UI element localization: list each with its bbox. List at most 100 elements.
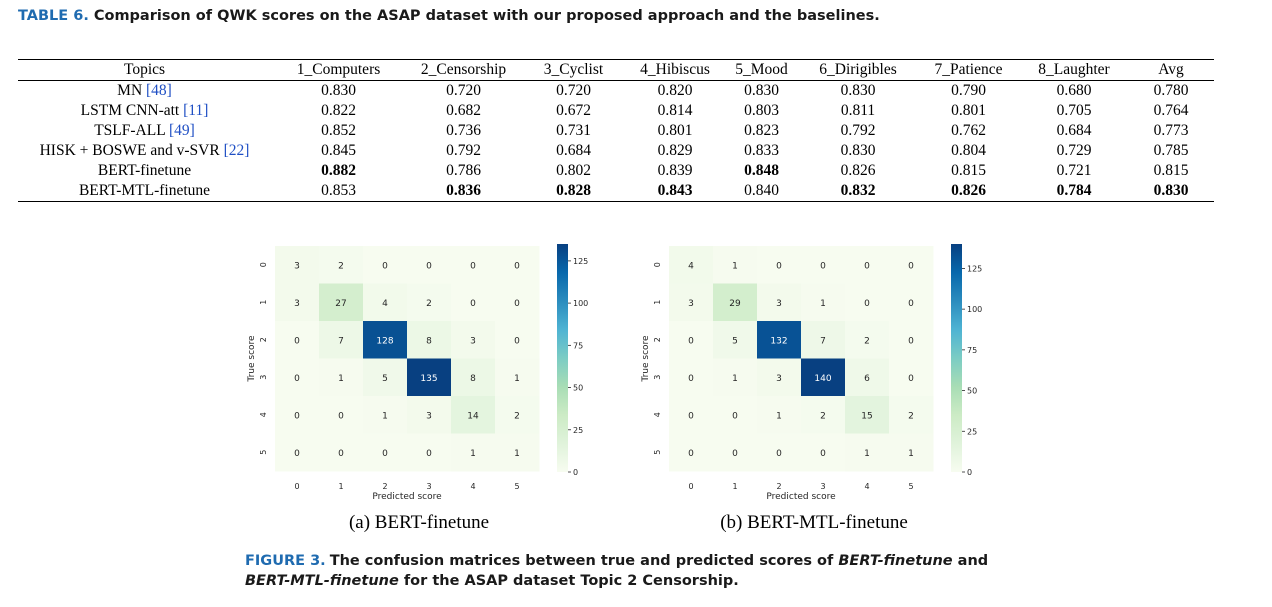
heatmap-cell [319, 358, 364, 397]
score-cell: 0.801 [951, 102, 986, 119]
heatmap-cell [275, 396, 320, 434]
table-row: MN [48] 0.830 0.720 0.720 0.820 0.830 0.830 0.7… [18, 81, 1214, 102]
cell-value-label: 3 [688, 299, 694, 309]
colorbar-tick-label: 75 [573, 341, 583, 350]
score-cell: 0.830 [840, 82, 876, 99]
citation-link[interactable]: [49] [168, 122, 195, 139]
heatmap-cell [669, 433, 714, 472]
colorbar-tick-label: 0 [573, 468, 578, 477]
cell-value-label: 29 [729, 299, 741, 309]
cell-value-label: 1 [732, 261, 738, 271]
y-tick-label: 3 [653, 375, 662, 380]
score-cell: 0.684 [1056, 122, 1092, 139]
heatmap-cell [713, 396, 758, 434]
heatmap-cell [889, 321, 934, 359]
heatmap-cell [363, 283, 408, 322]
cell-value-label: 4 [688, 261, 694, 271]
score-cell: 0.786 [446, 162, 481, 179]
cell-value-label: 0 [294, 374, 300, 384]
cell-value-label: 1 [470, 449, 476, 459]
x-axis-label: Predicted score [766, 492, 836, 502]
citation-link[interactable]: [22] [223, 142, 250, 159]
cell-value-label: 27 [335, 299, 346, 309]
table-row: BERT-finetune 0.882 0.786 0.802 0.839 0.848 0.… [18, 161, 1214, 181]
cell-value-label: 0 [688, 411, 694, 421]
cell-value-label: 3 [776, 299, 782, 309]
method-name: TSLF-ALL [94, 122, 169, 139]
heatmap-cell [451, 321, 496, 359]
cell-value-label: 0 [864, 261, 870, 271]
score-cell: 0.773 [1153, 122, 1189, 139]
cell-value-label: 1 [908, 449, 914, 459]
cell-value-label: 0 [514, 299, 520, 309]
score-cell: 0.721 [1056, 162, 1092, 179]
method-name: BERT-finetune [97, 162, 192, 179]
table-caption-text: Comparison of QWK scores on the ASAP dat… [93, 8, 880, 24]
score-cell: 0.820 [657, 82, 693, 99]
cell-value-label: 128 [376, 336, 393, 346]
citation-link[interactable]: [11] [183, 102, 209, 119]
cell-value-label: 0 [514, 261, 520, 271]
heatmap-cell [319, 283, 364, 322]
heatmap-cell [363, 246, 408, 284]
cell-value-label: 0 [470, 261, 476, 271]
heatmap-cell [363, 358, 408, 397]
heatmap-cell [451, 283, 496, 322]
score-cell: 0.882 [321, 162, 356, 179]
figure-caption-model-name: BERT-finetune [838, 553, 953, 569]
score-cell: 0.826 [840, 162, 876, 179]
heatmap-cell [845, 321, 890, 359]
cell-value-label: 6 [864, 374, 870, 384]
heatmap-cell [669, 358, 714, 397]
cell-value-label: 8 [426, 336, 432, 346]
y-axis-label: True score [247, 335, 257, 383]
cell-value-label: 0 [688, 336, 694, 346]
heatmap-cell [801, 321, 846, 359]
qwk-results-table: Topics 1_Computers 2_Censorship 3_Cyclist 4_… [18, 59, 1214, 202]
cell-value-label: 0 [338, 411, 344, 421]
cell-value-label: 1 [514, 449, 520, 459]
confusion-matrix-bert-finetune: 3 2 0 0 0 03 27 4 2 0 00 7 128 8 3 00 1 5 135 8 10 0 1 3 14 20 0 0 0… [247, 244, 588, 502]
heatmap-cell [713, 321, 758, 359]
score-cell: 0.792 [840, 122, 876, 139]
colorbar-tick-label: 125 [573, 257, 588, 266]
score-cell: 0.840 [744, 182, 779, 199]
score-cell: 0.780 [1153, 82, 1189, 99]
score-cell: 0.830 [744, 82, 779, 99]
score-cell: 0.729 [1056, 142, 1092, 159]
cell-value-label: 0 [776, 261, 782, 271]
score-cell: 0.811 [840, 102, 876, 119]
cell-value-label: 0 [338, 449, 344, 459]
score-cell: 0.845 [321, 142, 356, 159]
cell-value-label: 0 [732, 411, 738, 421]
figure-caption: FIGURE 3. The confusion matrices between … [245, 551, 1005, 591]
row-method-name: LSTM CNN-att [11] [18, 101, 271, 121]
heatmap-cell [319, 396, 364, 434]
score-cell: 0.853 [321, 182, 356, 199]
score-cell: 0.830 [1153, 182, 1189, 199]
citation-link[interactable]: [48] [146, 82, 172, 99]
x-tick-label: 0 [294, 482, 299, 491]
column-header: 8_Laughter [1020, 59, 1128, 81]
table-caption: TABLE 6. Comparison of QWK scores on the … [18, 8, 1248, 24]
method-name: MN [117, 82, 147, 99]
table-label: TABLE 6. [18, 8, 89, 24]
column-header: 6_Dirigibles [799, 59, 917, 81]
score-cell: 0.736 [446, 122, 481, 139]
x-tick-label: 5 [908, 482, 913, 491]
figure-label: FIGURE 3. [245, 553, 326, 569]
colorbar-tick-label: 0 [967, 468, 972, 477]
heatmap-cell [889, 433, 934, 472]
cell-value-label: 0 [864, 299, 870, 309]
heatmap-cell [757, 321, 802, 359]
heatmap-cell [407, 246, 452, 284]
score-cell: 0.731 [556, 122, 591, 139]
cell-value-label: 1 [820, 299, 826, 309]
cell-value-label: 5 [732, 336, 738, 346]
heatmap-cell [669, 321, 714, 359]
heatmap-cell [319, 321, 364, 359]
heatmap-cell [363, 396, 408, 434]
x-tick-label: 1 [732, 482, 737, 491]
table-row: BERT-MTL-finetune 0.853 0.836 0.828 0.843 0.8… [18, 181, 1214, 202]
heatmap-cell [845, 283, 890, 322]
